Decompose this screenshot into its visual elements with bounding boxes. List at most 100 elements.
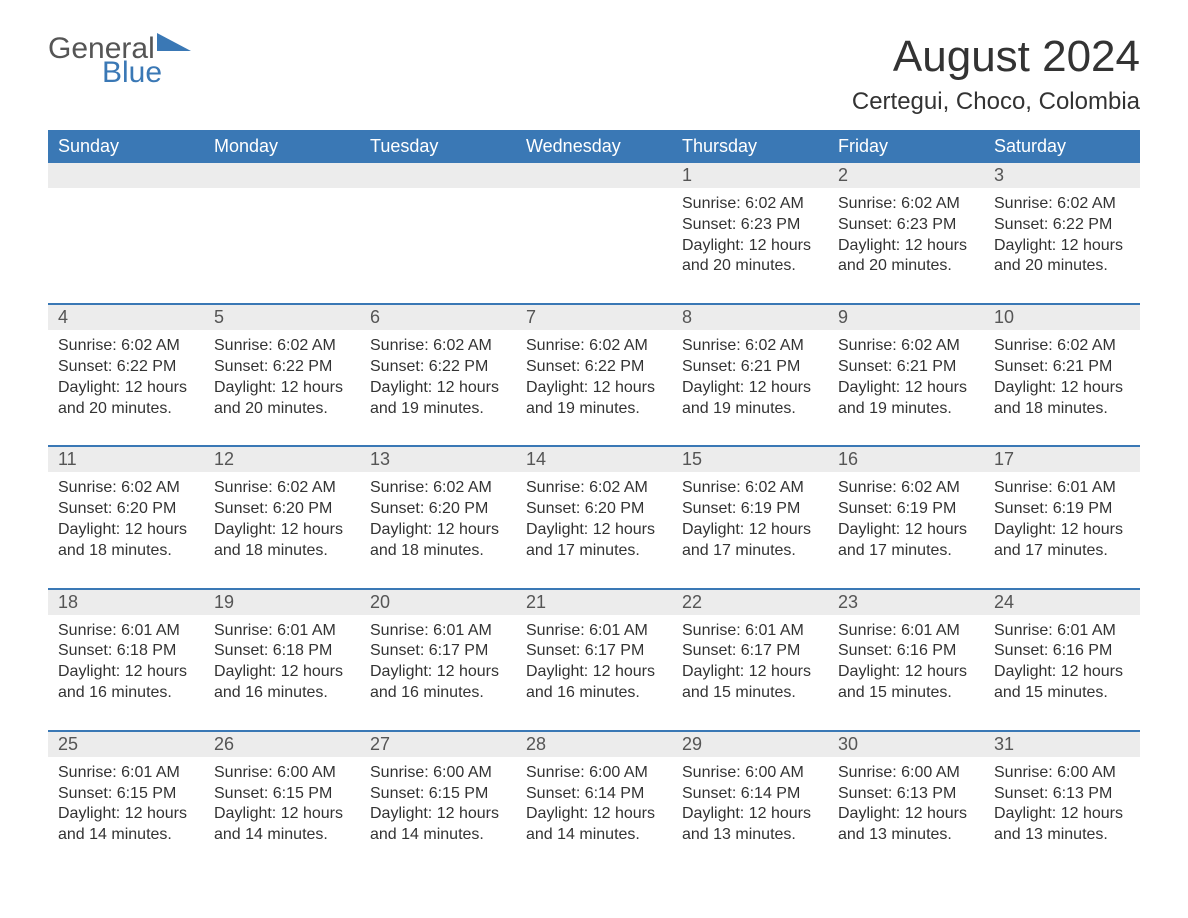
day-cell: Sunrise: 6:02 AMSunset: 6:22 PMDaylight:… — [360, 330, 516, 431]
dow-cell: Saturday — [984, 130, 1140, 163]
daylight-text: Daylight: 12 hours and 15 minutes. — [838, 662, 974, 704]
sunrise-text: Sunrise: 6:02 AM — [214, 478, 350, 499]
day-number: 18 — [48, 590, 204, 615]
sunrise-text: Sunrise: 6:00 AM — [214, 763, 350, 784]
title-block: August 2024 Certegui, Choco, Colombia — [852, 32, 1140, 116]
day-number: 16 — [828, 447, 984, 472]
day-number: 7 — [516, 305, 672, 330]
sunrise-text: Sunrise: 6:02 AM — [682, 194, 818, 215]
day-number-row: 25262728293031 — [48, 732, 1140, 757]
day-cell: Sunrise: 6:02 AMSunset: 6:22 PMDaylight:… — [984, 188, 1140, 289]
sunrise-text: Sunrise: 6:02 AM — [370, 336, 506, 357]
daylight-text: Daylight: 12 hours and 15 minutes. — [682, 662, 818, 704]
day-number: 6 — [360, 305, 516, 330]
daylight-text: Daylight: 12 hours and 19 minutes. — [526, 378, 662, 420]
sunrise-text: Sunrise: 6:01 AM — [994, 478, 1130, 499]
calendar-week: 18192021222324Sunrise: 6:01 AMSunset: 6:… — [48, 588, 1140, 716]
day-number-row: 123 — [48, 163, 1140, 188]
daylight-text: Daylight: 12 hours and 13 minutes. — [838, 804, 974, 846]
sunset-text: Sunset: 6:21 PM — [838, 357, 974, 378]
day-number: 31 — [984, 732, 1140, 757]
logo-triangle-icon — [157, 25, 191, 59]
day-cell: Sunrise: 6:02 AMSunset: 6:20 PMDaylight:… — [360, 472, 516, 573]
day-cell: Sunrise: 6:02 AMSunset: 6:20 PMDaylight:… — [204, 472, 360, 573]
day-cell: Sunrise: 6:01 AMSunset: 6:18 PMDaylight:… — [48, 615, 204, 716]
sunrise-text: Sunrise: 6:02 AM — [526, 336, 662, 357]
daylight-text: Daylight: 12 hours and 16 minutes. — [370, 662, 506, 704]
day-number: 10 — [984, 305, 1140, 330]
sunrise-text: Sunrise: 6:02 AM — [838, 478, 974, 499]
day-number-row: 11121314151617 — [48, 447, 1140, 472]
day-number: 3 — [984, 163, 1140, 188]
sunset-text: Sunset: 6:20 PM — [370, 499, 506, 520]
sunrise-text: Sunrise: 6:01 AM — [58, 763, 194, 784]
daylight-text: Daylight: 12 hours and 18 minutes. — [370, 520, 506, 562]
daylight-text: Daylight: 12 hours and 13 minutes. — [994, 804, 1130, 846]
day-number: 12 — [204, 447, 360, 472]
day-cell: Sunrise: 6:02 AMSunset: 6:22 PMDaylight:… — [516, 330, 672, 431]
sunrise-text: Sunrise: 6:02 AM — [838, 336, 974, 357]
sunset-text: Sunset: 6:16 PM — [994, 641, 1130, 662]
day-number: 2 — [828, 163, 984, 188]
daylight-text: Daylight: 12 hours and 18 minutes. — [994, 378, 1130, 420]
day-cell: Sunrise: 6:02 AMSunset: 6:19 PMDaylight:… — [828, 472, 984, 573]
location-subtitle: Certegui, Choco, Colombia — [852, 88, 1140, 116]
sunrise-text: Sunrise: 6:02 AM — [994, 194, 1130, 215]
sunset-text: Sunset: 6:19 PM — [994, 499, 1130, 520]
day-cell: Sunrise: 6:00 AMSunset: 6:13 PMDaylight:… — [984, 757, 1140, 858]
sunrise-text: Sunrise: 6:02 AM — [58, 336, 194, 357]
day-number: 9 — [828, 305, 984, 330]
day-cell: Sunrise: 6:01 AMSunset: 6:17 PMDaylight:… — [360, 615, 516, 716]
sunrise-text: Sunrise: 6:02 AM — [526, 478, 662, 499]
day-cell: Sunrise: 6:02 AMSunset: 6:21 PMDaylight:… — [984, 330, 1140, 431]
sunrise-text: Sunrise: 6:00 AM — [370, 763, 506, 784]
day-cell: Sunrise: 6:02 AMSunset: 6:23 PMDaylight:… — [828, 188, 984, 289]
daylight-text: Daylight: 12 hours and 14 minutes. — [58, 804, 194, 846]
sunrise-text: Sunrise: 6:00 AM — [526, 763, 662, 784]
day-number: 1 — [672, 163, 828, 188]
day-number: 26 — [204, 732, 360, 757]
day-cell: Sunrise: 6:02 AMSunset: 6:19 PMDaylight:… — [672, 472, 828, 573]
calendar-week: 45678910Sunrise: 6:02 AMSunset: 6:22 PMD… — [48, 303, 1140, 431]
daylight-text: Daylight: 12 hours and 19 minutes. — [838, 378, 974, 420]
sunset-text: Sunset: 6:20 PM — [58, 499, 194, 520]
sunrise-text: Sunrise: 6:02 AM — [838, 194, 974, 215]
calendar-week: 123Sunrise: 6:02 AMSunset: 6:23 PMDaylig… — [48, 163, 1140, 289]
sunrise-text: Sunrise: 6:00 AM — [838, 763, 974, 784]
sunset-text: Sunset: 6:23 PM — [682, 215, 818, 236]
sunrise-text: Sunrise: 6:01 AM — [370, 621, 506, 642]
day-number — [48, 163, 204, 188]
sunrise-text: Sunrise: 6:02 AM — [682, 336, 818, 357]
dow-cell: Friday — [828, 130, 984, 163]
daylight-text: Daylight: 12 hours and 14 minutes. — [370, 804, 506, 846]
sunset-text: Sunset: 6:18 PM — [214, 641, 350, 662]
logo: General Blue — [48, 32, 191, 90]
daylight-text: Daylight: 12 hours and 17 minutes. — [838, 520, 974, 562]
day-number-row: 45678910 — [48, 305, 1140, 330]
sunrise-text: Sunrise: 6:01 AM — [526, 621, 662, 642]
day-number: 28 — [516, 732, 672, 757]
calendar-week: 25262728293031Sunrise: 6:01 AMSunset: 6:… — [48, 730, 1140, 858]
page-header: General Blue August 2024 Certegui, Choco… — [48, 32, 1140, 116]
day-number: 27 — [360, 732, 516, 757]
daylight-text: Daylight: 12 hours and 16 minutes. — [214, 662, 350, 704]
day-number: 21 — [516, 590, 672, 615]
daylight-text: Daylight: 12 hours and 17 minutes. — [994, 520, 1130, 562]
day-cell: Sunrise: 6:02 AMSunset: 6:22 PMDaylight:… — [204, 330, 360, 431]
day-number: 15 — [672, 447, 828, 472]
sunrise-text: Sunrise: 6:01 AM — [682, 621, 818, 642]
day-number: 14 — [516, 447, 672, 472]
day-number: 25 — [48, 732, 204, 757]
day-cell — [48, 188, 204, 289]
day-number: 19 — [204, 590, 360, 615]
sunrise-text: Sunrise: 6:02 AM — [214, 336, 350, 357]
day-cell — [204, 188, 360, 289]
sunrise-text: Sunrise: 6:01 AM — [58, 621, 194, 642]
day-cell: Sunrise: 6:00 AMSunset: 6:15 PMDaylight:… — [204, 757, 360, 858]
sunset-text: Sunset: 6:20 PM — [214, 499, 350, 520]
day-number: 30 — [828, 732, 984, 757]
day-cell: Sunrise: 6:02 AMSunset: 6:21 PMDaylight:… — [672, 330, 828, 431]
sunrise-text: Sunrise: 6:02 AM — [58, 478, 194, 499]
day-cell: Sunrise: 6:01 AMSunset: 6:15 PMDaylight:… — [48, 757, 204, 858]
daylight-text: Daylight: 12 hours and 17 minutes. — [526, 520, 662, 562]
